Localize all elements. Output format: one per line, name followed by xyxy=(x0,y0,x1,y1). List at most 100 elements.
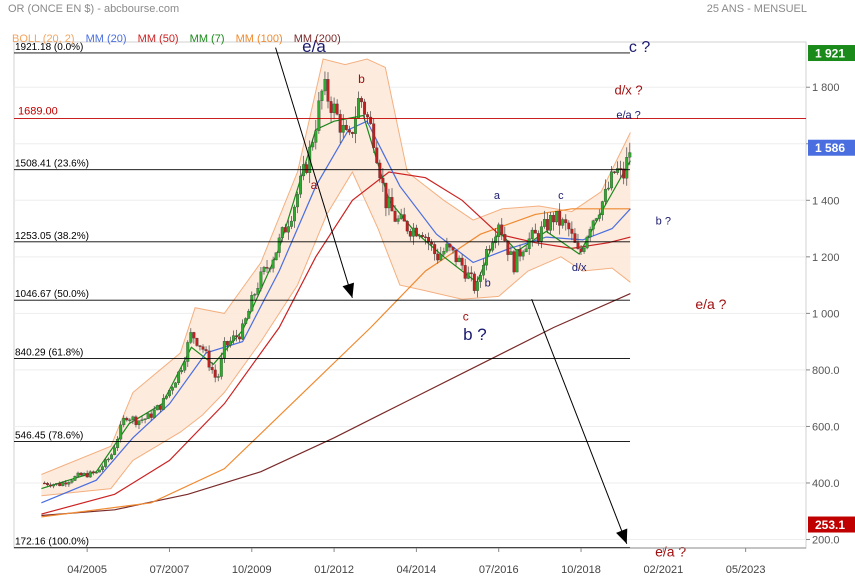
candle-body xyxy=(283,227,287,233)
candle-body xyxy=(533,229,537,234)
candle-body xyxy=(546,219,549,231)
x-tick-label: 01/2012 xyxy=(314,564,354,576)
candle-body xyxy=(442,251,446,255)
candle-body xyxy=(171,387,174,391)
candle-body xyxy=(552,215,556,223)
legend-item: MM (7) xyxy=(189,33,225,45)
candle-body xyxy=(622,168,626,179)
wave-label: a xyxy=(311,178,318,192)
candle-body xyxy=(302,164,306,177)
candle-body xyxy=(594,218,598,221)
fib-label: 1508.41 (23.6%) xyxy=(15,159,89,170)
wave-label: b xyxy=(358,72,365,86)
candle-body xyxy=(247,310,251,319)
candle-body xyxy=(353,117,357,134)
candle-body xyxy=(570,228,574,234)
candle-body xyxy=(460,257,464,266)
candle-body xyxy=(399,214,403,219)
legend-item: MM (50) xyxy=(137,33,179,45)
candle-body xyxy=(158,405,162,410)
candle-body xyxy=(289,220,293,227)
y-tick-label: 800.0 xyxy=(812,365,840,377)
candle-body xyxy=(338,114,342,133)
legend-item: MM (100) xyxy=(235,33,283,45)
wave-label: b xyxy=(485,278,491,290)
candle-body xyxy=(390,197,394,212)
candle-body xyxy=(384,182,388,209)
candle-body xyxy=(149,413,153,418)
candle-body xyxy=(232,335,235,342)
candle-body xyxy=(564,219,568,224)
legend-item: BOLL (20, 2) xyxy=(12,33,75,45)
candle-body xyxy=(244,318,248,324)
price-candles xyxy=(43,71,632,489)
candle-body xyxy=(573,233,577,243)
candle-body xyxy=(375,147,379,164)
candle-body xyxy=(143,418,147,421)
x-tick-label: 10/2009 xyxy=(232,564,272,576)
candle-body xyxy=(539,226,543,242)
x-tick-label: 07/2007 xyxy=(150,564,190,576)
candle-body xyxy=(155,405,159,411)
plot-frame xyxy=(13,41,807,549)
candle-body xyxy=(58,483,62,487)
candle-body xyxy=(122,417,126,426)
chart-period: 25 ANS - MENSUEL xyxy=(706,3,807,15)
candle-body xyxy=(88,471,92,478)
y-tick-label: 400.0 xyxy=(812,478,840,490)
candle-body xyxy=(250,295,254,312)
candle-body xyxy=(616,168,620,173)
candle-body xyxy=(110,454,114,460)
legend-item: MM (200) xyxy=(293,33,341,45)
wave-label: e/a ? xyxy=(616,109,640,121)
bollinger-upper xyxy=(41,58,631,475)
candle-body xyxy=(125,417,129,421)
candle-body xyxy=(201,346,205,350)
candle-body xyxy=(116,439,120,449)
candle-body xyxy=(457,257,461,263)
projection-arrows xyxy=(275,47,628,544)
candle-body xyxy=(527,238,531,250)
candle-body xyxy=(91,471,95,474)
x-tick-label: 04/2005 xyxy=(67,564,107,576)
wave-label: d/x ? xyxy=(614,82,642,97)
candle-body xyxy=(542,219,546,227)
candle-body xyxy=(536,233,540,242)
candle-body xyxy=(524,248,528,253)
arrow-head xyxy=(616,528,628,544)
candle-body xyxy=(317,100,321,131)
candle-body xyxy=(210,367,214,371)
candle-body xyxy=(67,482,71,485)
wave-label: c ? xyxy=(629,39,650,56)
candle-body xyxy=(591,220,595,230)
candle-body xyxy=(280,227,284,239)
candle-body xyxy=(314,130,318,143)
candle-body xyxy=(335,103,339,115)
candle-body xyxy=(360,98,363,103)
candle-body xyxy=(344,124,348,130)
arrow-line xyxy=(275,47,353,298)
candle-body xyxy=(408,231,412,237)
candle-body xyxy=(55,483,59,485)
candle-body xyxy=(161,398,165,410)
candle-body xyxy=(235,335,238,337)
candle-body xyxy=(113,447,117,455)
candle-body xyxy=(582,247,586,252)
candle-body xyxy=(387,197,391,209)
x-tick-label: 04/2014 xyxy=(397,564,437,576)
arrow-head xyxy=(342,282,355,298)
y-tick-label: 200.0 xyxy=(812,535,840,547)
candle-body xyxy=(497,224,501,238)
y-tick-label: 1 000 xyxy=(812,308,840,320)
candle-body xyxy=(262,267,266,272)
wave-label: e/a ? xyxy=(655,543,686,559)
candle-body xyxy=(430,242,434,245)
candle-body xyxy=(506,240,510,255)
legend: BOLL (20, 2) MM (20) MM (50) MM (7) MM (… xyxy=(12,33,349,45)
price-badge-label: 1 586 xyxy=(815,141,845,155)
candle-body xyxy=(137,420,141,425)
candle-body xyxy=(164,395,168,399)
candle-body xyxy=(515,249,519,273)
arrow-line xyxy=(531,299,628,544)
